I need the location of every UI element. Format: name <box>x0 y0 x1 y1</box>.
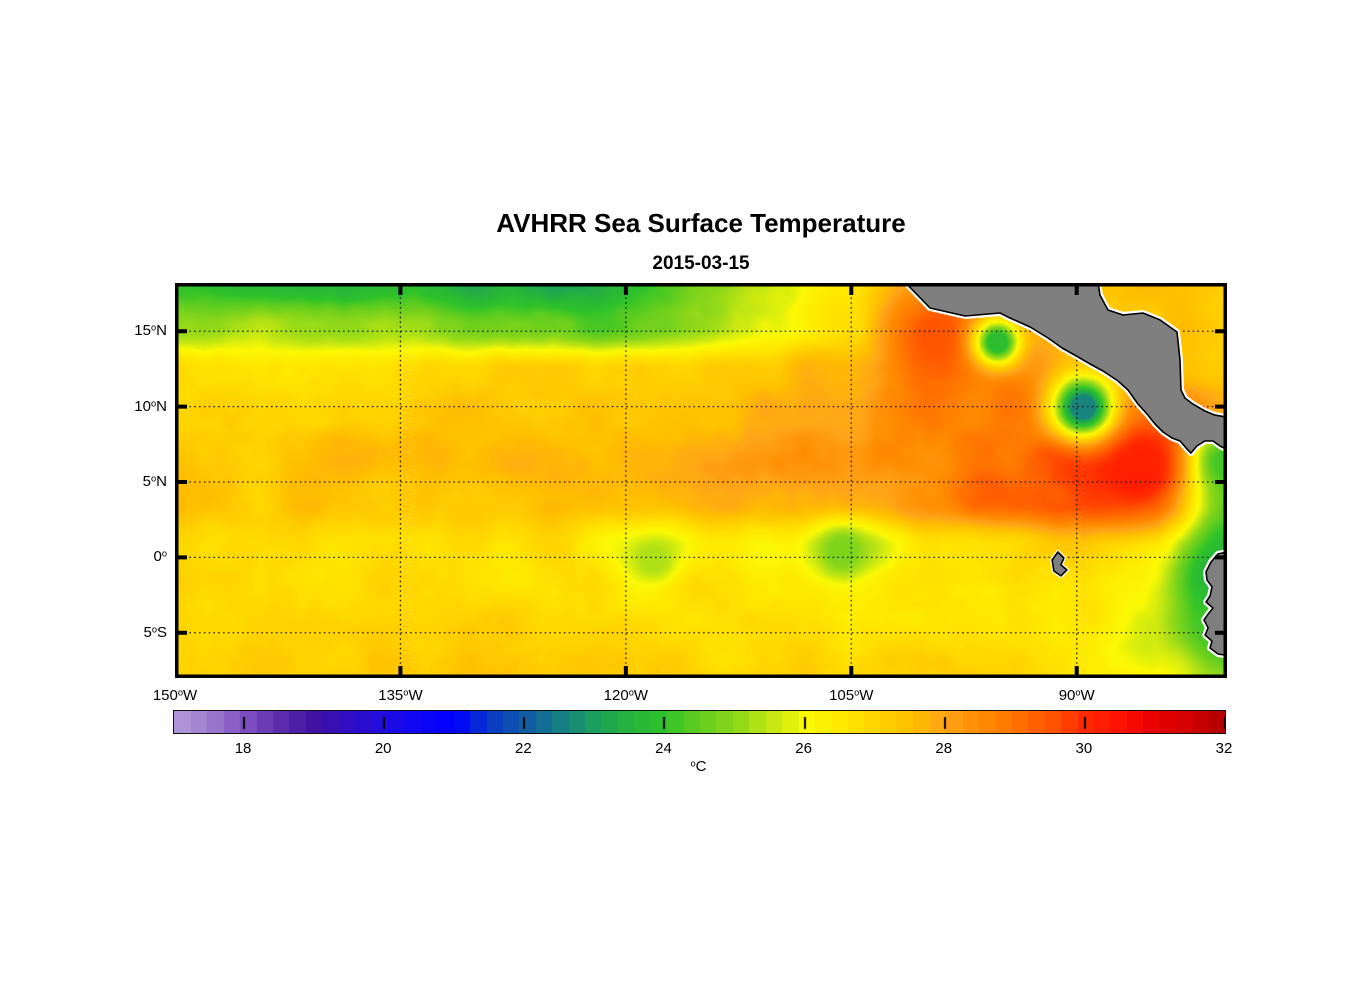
lon-tick-label: 90oW <box>1058 687 1095 704</box>
colorbar-tick-label: 18 <box>234 740 252 757</box>
tick-mark-bottom <box>849 666 854 678</box>
land-central-america <box>904 283 1227 454</box>
lat-tick-label: 15oN <box>134 322 167 340</box>
colorbar-tick-label: 30 <box>1075 740 1093 757</box>
tick-mark-left <box>175 480 187 485</box>
tick-mark-left <box>175 404 187 409</box>
colorbar-tick-label: 26 <box>795 740 812 757</box>
colorbar <box>173 710 1226 734</box>
tick-mark-bottom <box>398 666 403 678</box>
plot-border <box>175 283 1227 678</box>
colorbar-canvas <box>174 711 1225 733</box>
tick-mark-right <box>1215 630 1227 635</box>
lon-tick-label: 150oW <box>152 687 198 704</box>
tick-mark-top <box>623 283 628 295</box>
land-galapagos <box>1051 551 1068 577</box>
sst-heatmap-canvas <box>175 283 1227 678</box>
tick-mark-right <box>1215 329 1227 334</box>
lat-tick-label: 10oN <box>134 397 167 415</box>
lat-tick-label: 0o <box>153 548 167 566</box>
tick-mark-top <box>398 283 403 295</box>
colorbar-tick-label: 22 <box>514 740 532 757</box>
tick-mark-bottom <box>1074 666 1079 678</box>
figure-title: AVHRR Sea Surface Temperature <box>496 208 906 238</box>
land-south-america <box>1203 551 1227 657</box>
sst-map-plot <box>175 283 1227 678</box>
tick-mark-right <box>1215 555 1227 560</box>
lat-tick-label: 5oN <box>142 473 167 490</box>
colorbar-tick-label: 28 <box>935 740 953 757</box>
colorbar-tick-label: 32 <box>1215 740 1233 757</box>
tick-mark-right <box>1215 480 1227 485</box>
lon-tick-label: 135oW <box>378 687 423 704</box>
tick-mark-top <box>1074 283 1079 295</box>
lon-tick-label: 120oW <box>603 687 649 704</box>
colorbar-tick-label: 24 <box>655 740 672 757</box>
tick-mark-bottom <box>623 666 628 678</box>
figure-subtitle: 2015-03-15 <box>652 253 750 274</box>
lat-tick-label: 5oS <box>143 623 167 641</box>
lon-tick-label: 105oW <box>829 687 874 704</box>
tick-mark-left <box>175 329 187 334</box>
tick-mark-left <box>175 555 187 560</box>
tick-mark-right <box>1215 404 1227 409</box>
tick-mark-left <box>175 630 187 635</box>
map-overlay <box>175 283 1227 678</box>
colorbar-unit-label: oC <box>690 758 707 775</box>
tick-mark-top <box>849 283 854 295</box>
colorbar-tick-label: 20 <box>374 740 392 757</box>
